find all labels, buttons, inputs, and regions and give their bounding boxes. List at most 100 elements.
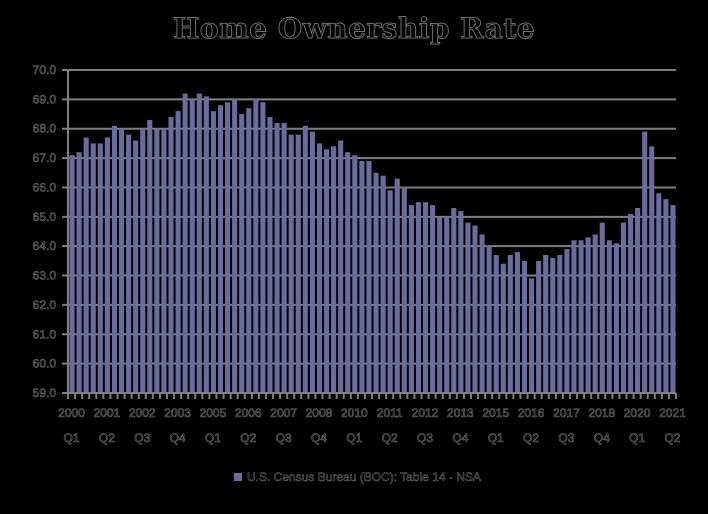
x-tick-quarter: Q2 bbox=[523, 431, 539, 445]
x-tick-year: 2002 bbox=[129, 406, 156, 420]
bar bbox=[401, 187, 407, 393]
bar bbox=[642, 131, 648, 393]
bar bbox=[232, 99, 238, 393]
bar bbox=[394, 178, 400, 393]
bar bbox=[564, 249, 570, 393]
bar bbox=[133, 140, 139, 393]
bar bbox=[373, 172, 379, 393]
x-tick-year: 2016 bbox=[518, 406, 545, 420]
x-tick-quarter: Q2 bbox=[382, 431, 398, 445]
bar bbox=[656, 193, 662, 393]
x-tick-year: 2011 bbox=[377, 406, 403, 420]
bar bbox=[225, 102, 231, 394]
x-tick-quarter: Q1 bbox=[64, 431, 80, 445]
x-tick-quarter: Q3 bbox=[417, 431, 433, 445]
x-tick-year: 2001 bbox=[94, 406, 121, 420]
x-tick-year: 2017 bbox=[553, 406, 580, 420]
x-tick-year: 2018 bbox=[588, 406, 615, 420]
bar bbox=[585, 237, 591, 393]
bar bbox=[536, 260, 542, 393]
bar bbox=[592, 234, 598, 393]
bar bbox=[239, 114, 245, 393]
bar bbox=[352, 155, 358, 393]
bar bbox=[140, 128, 146, 393]
x-tick-quarter: Q2 bbox=[240, 431, 256, 445]
x-tick-year: 2000 bbox=[58, 406, 85, 420]
bar bbox=[465, 222, 471, 393]
x-tick-quarter: Q1 bbox=[205, 431, 221, 445]
y-tick-label: 63.0 bbox=[33, 269, 57, 283]
bar bbox=[302, 125, 308, 394]
bar bbox=[620, 222, 627, 393]
y-axis-tick-labels: 59.0 60.0 61.0 62.0 63.0 64.0 65.0 66.0 67.0 68.0… bbox=[32, 63, 57, 401]
bar bbox=[500, 263, 506, 393]
bar bbox=[288, 134, 294, 393]
y-tick-label: 66.0 bbox=[33, 180, 57, 194]
bar bbox=[493, 254, 499, 393]
legend-swatch-icon bbox=[234, 473, 242, 481]
bar bbox=[118, 128, 125, 393]
x-tick-year: 2013 bbox=[447, 406, 474, 420]
chart-title: Home Ownership Rate bbox=[172, 12, 536, 46]
bar bbox=[628, 213, 634, 393]
bar bbox=[260, 102, 266, 394]
bar bbox=[606, 240, 612, 393]
x-tick-year: 2005 bbox=[200, 406, 227, 420]
y-tick-label: 68.0 bbox=[33, 122, 57, 136]
x-tick-year: 2003 bbox=[164, 406, 191, 420]
bar bbox=[366, 161, 372, 393]
x-tick-year: 2020 bbox=[624, 406, 651, 420]
bar bbox=[571, 240, 577, 393]
bar bbox=[486, 246, 492, 393]
bar bbox=[111, 125, 117, 394]
y-tick-label: 64.0 bbox=[33, 239, 57, 253]
axes bbox=[62, 70, 677, 399]
y-tick-label: 65.0 bbox=[33, 210, 57, 224]
bar bbox=[387, 190, 393, 393]
x-tick-year: 2021 bbox=[659, 406, 686, 420]
x-tick-year: 2015 bbox=[482, 406, 509, 420]
bar bbox=[557, 254, 563, 393]
y-tick-label: 62.0 bbox=[33, 298, 57, 312]
bar bbox=[359, 161, 365, 393]
bar bbox=[161, 128, 167, 393]
bar bbox=[437, 216, 443, 393]
bar bbox=[380, 175, 386, 393]
bar bbox=[472, 225, 478, 393]
bar bbox=[331, 146, 337, 393]
y-tick-label: 67.0 bbox=[33, 151, 57, 165]
x-tick-quarter: Q3 bbox=[276, 431, 292, 445]
bar bbox=[649, 146, 655, 393]
x-tick-quarter: Q1 bbox=[629, 431, 645, 445]
x-tick-quarter: Q3 bbox=[558, 431, 574, 445]
bar bbox=[529, 278, 535, 393]
bar bbox=[90, 143, 96, 393]
bar bbox=[154, 128, 160, 393]
bar bbox=[76, 152, 82, 393]
x-tick-quarter: Q3 bbox=[134, 431, 150, 445]
bar bbox=[578, 240, 584, 393]
bar bbox=[521, 260, 528, 393]
bar bbox=[203, 96, 209, 393]
bar bbox=[345, 152, 351, 393]
bar bbox=[458, 210, 464, 393]
bar bbox=[543, 254, 549, 393]
bar bbox=[309, 131, 315, 393]
x-tick-year: 2008 bbox=[306, 406, 333, 420]
bar bbox=[274, 122, 280, 393]
y-tick-label: 69.0 bbox=[33, 92, 57, 106]
bar bbox=[430, 205, 436, 393]
bar bbox=[316, 143, 323, 393]
x-tick-year: 2007 bbox=[270, 406, 297, 420]
x-tick-quarter: Q4 bbox=[311, 431, 327, 445]
bar bbox=[663, 199, 669, 393]
bar bbox=[196, 93, 202, 393]
x-tick-quarter: Q4 bbox=[594, 431, 610, 445]
y-tick-label: 70.0 bbox=[33, 63, 57, 77]
bar bbox=[408, 205, 414, 393]
y-tick-label: 60.0 bbox=[33, 357, 57, 371]
x-tick-year: 2006 bbox=[235, 406, 262, 420]
bar bbox=[104, 137, 110, 393]
y-tick-label: 61.0 bbox=[33, 327, 57, 341]
bar bbox=[281, 122, 287, 393]
